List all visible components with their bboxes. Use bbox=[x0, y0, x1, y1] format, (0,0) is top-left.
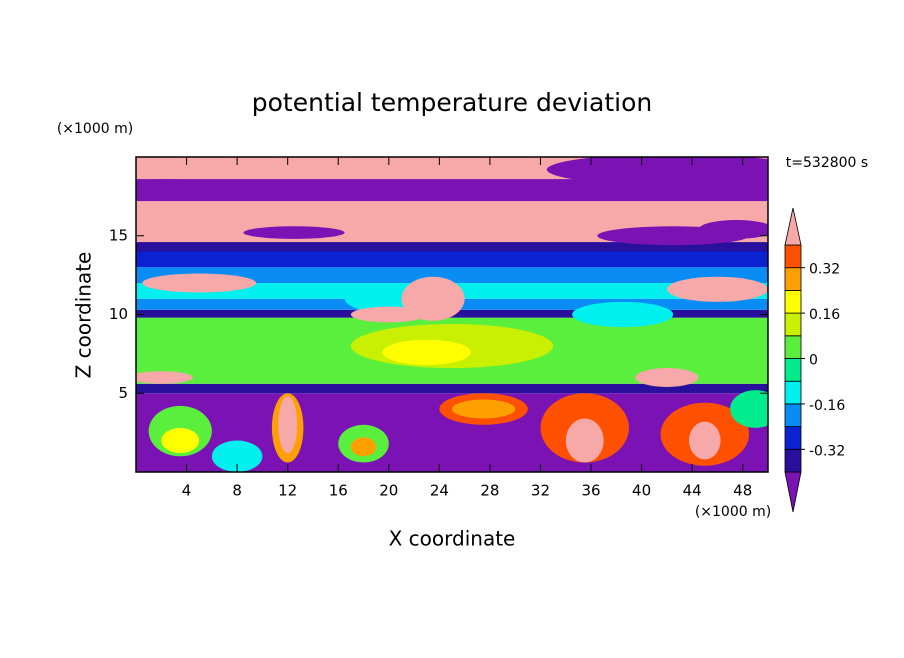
x-tick-label: 44 bbox=[683, 482, 702, 500]
colorbar-segment bbox=[784, 244, 802, 269]
field-blob bbox=[666, 276, 768, 302]
field-band bbox=[136, 267, 768, 283]
time-label: t=532800 s bbox=[786, 155, 868, 171]
y-axis-label: Z coordinate bbox=[72, 252, 96, 379]
x-tick-label: 48 bbox=[733, 482, 752, 500]
x-unit: (×1000 m) bbox=[695, 504, 771, 520]
colorbar-segment bbox=[784, 335, 802, 359]
y-tick-label: 5 bbox=[118, 384, 128, 402]
colorbar-tick-label: 0 bbox=[809, 353, 818, 369]
x-tick-label: 8 bbox=[232, 482, 242, 500]
colorbar-segment bbox=[784, 267, 802, 291]
field-blob bbox=[136, 371, 193, 384]
field-blob bbox=[689, 421, 721, 460]
field-blob bbox=[452, 399, 516, 419]
field-band bbox=[136, 251, 768, 268]
colorbar: -0.32 -0.16 0 0.16 0.32 bbox=[784, 207, 845, 513]
chart-title: potential temperature deviation bbox=[252, 88, 652, 117]
colorbar-tick-label: 0.32 bbox=[809, 262, 840, 278]
field-blob bbox=[565, 418, 604, 463]
colorbar-extend-high bbox=[784, 207, 802, 246]
y-tick-label: 10 bbox=[109, 305, 128, 323]
colorbar-segment bbox=[784, 289, 802, 314]
field-blob bbox=[278, 396, 298, 454]
field-band bbox=[136, 179, 768, 202]
x-tick-label: 4 bbox=[182, 482, 192, 500]
colorbar-segment bbox=[784, 312, 802, 337]
contour-field bbox=[136, 157, 768, 472]
x-tick-label: 20 bbox=[379, 482, 398, 500]
x-tick-label: 16 bbox=[329, 482, 348, 500]
y-tick-label: 15 bbox=[109, 226, 128, 244]
colorbar-tick-label: -0.16 bbox=[809, 398, 845, 414]
colorbar-tick-label: 0.16 bbox=[809, 307, 840, 323]
field-blob bbox=[546, 157, 768, 186]
x-tick-label: 36 bbox=[581, 482, 600, 500]
field-blob bbox=[243, 226, 345, 239]
y-unit: (×1000 m) bbox=[57, 121, 133, 137]
field-band bbox=[136, 383, 768, 394]
field-blob bbox=[572, 301, 674, 328]
field-blob bbox=[382, 339, 471, 365]
field-blob bbox=[211, 440, 263, 472]
x-tick-label: 40 bbox=[632, 482, 651, 500]
field-blob bbox=[730, 390, 768, 428]
colorbar-extend-low bbox=[784, 471, 802, 513]
colorbar-segment bbox=[784, 380, 802, 405]
x-tick-label: 32 bbox=[531, 482, 550, 500]
colorbar-segment bbox=[784, 403, 802, 427]
field-band bbox=[136, 242, 768, 252]
field-blob bbox=[350, 306, 427, 323]
x-axis-label: X coordinate bbox=[389, 527, 516, 551]
x-tick-label: 28 bbox=[480, 482, 499, 500]
field-blob bbox=[136, 179, 219, 198]
field-blob bbox=[350, 437, 377, 457]
colorbar-segment bbox=[784, 358, 802, 382]
colorbar-segment bbox=[784, 448, 802, 473]
field-blob bbox=[698, 220, 768, 239]
x-tick-label: 12 bbox=[278, 482, 297, 500]
colorbar-segment bbox=[784, 426, 802, 450]
colorbar-tick-label: -0.32 bbox=[809, 443, 845, 459]
field-blob bbox=[635, 368, 699, 387]
field-blob bbox=[161, 427, 200, 454]
field-blob bbox=[142, 273, 257, 293]
x-tick-label: 24 bbox=[430, 482, 449, 500]
